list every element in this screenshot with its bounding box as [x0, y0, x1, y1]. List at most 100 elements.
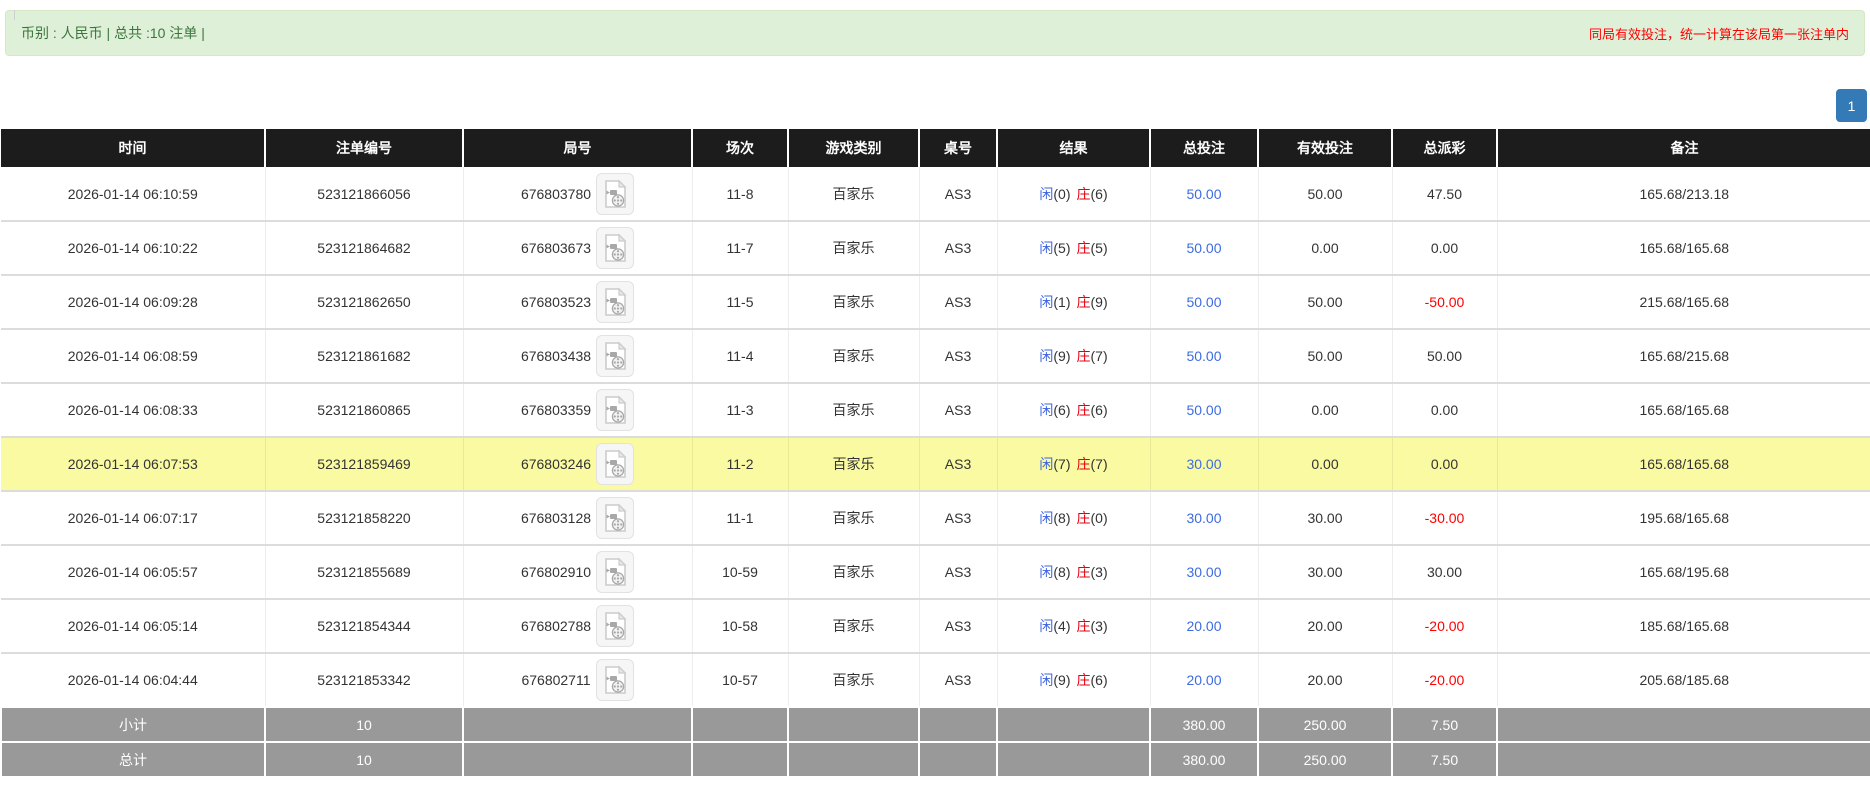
- cell-valid-bet: 0.00: [1257, 436, 1392, 491]
- cell-game-type: 百家乐: [787, 220, 919, 275]
- table-row: 2026-01-14 06:07:53 523121859469 6768032…: [1, 436, 1870, 491]
- cell-time: 2026-01-14 06:07:17: [1, 490, 265, 545]
- cell-payout: 0.00: [1391, 436, 1497, 491]
- video-replay-button[interactable]: [596, 605, 635, 647]
- total-bet-link[interactable]: 50.00: [1186, 294, 1222, 310]
- total-bet-link[interactable]: 50.00: [1186, 185, 1222, 202]
- cell-total-bet: 30.00: [1149, 436, 1258, 491]
- table-row: 2026-01-14 06:10:59 523121866056 6768037…: [1, 167, 1870, 221]
- cell-time: 2026-01-14 06:07:53: [1, 436, 265, 491]
- pagination: 1: [0, 89, 1870, 122]
- total-bet-link[interactable]: 30.00: [1186, 564, 1222, 580]
- result-player-label: 闲: [1039, 456, 1054, 472]
- result-player-label: 闲: [1039, 618, 1054, 634]
- video-replay-icon: [605, 611, 627, 640]
- col-header-game-type: 游戏类别: [787, 129, 919, 167]
- total-bet-link[interactable]: 50.00: [1186, 348, 1222, 364]
- total-bet-link[interactable]: 30.00: [1186, 456, 1222, 472]
- cell-total-bet: 50.00: [1149, 274, 1258, 329]
- video-replay-button[interactable]: [596, 172, 635, 215]
- result-banker-label: 庄: [1076, 348, 1091, 364]
- cell-round: 676803780: [462, 167, 692, 221]
- cell-bet-id: 523121866056: [264, 167, 463, 221]
- video-replay-button[interactable]: [596, 335, 635, 377]
- cell-remark: 215.68/165.68: [1496, 274, 1870, 329]
- cell-payout: 50.00: [1391, 328, 1497, 383]
- cell-round: 676803128: [462, 490, 692, 545]
- cell-result: 闲(6) 庄(6): [996, 382, 1150, 437]
- cell-total-bet: 20.00: [1149, 598, 1258, 653]
- result-player-score: (6): [1053, 402, 1071, 418]
- cell-game-type: 百家乐: [787, 490, 919, 545]
- cell-session: 11-5: [691, 274, 788, 329]
- video-replay-button[interactable]: [596, 281, 635, 323]
- cell-valid-bet: 0.00: [1257, 220, 1392, 275]
- cell-round: 676802910: [462, 544, 692, 599]
- table-footer: 小计 10 380.00 250.00 7.50 总计 10 380.00 25…: [0, 706, 1870, 778]
- cell-payout: 30.00: [1391, 544, 1497, 599]
- video-replay-button[interactable]: [596, 227, 635, 269]
- video-replay-button[interactable]: [596, 389, 635, 431]
- cell-round: 676803246: [462, 436, 692, 491]
- col-header-result: 结果: [996, 129, 1150, 167]
- video-replay-icon: [604, 665, 626, 694]
- cell-bet-id: 523121862650: [264, 274, 463, 329]
- cell-payout: -20.00: [1391, 652, 1497, 707]
- total-bet-link[interactable]: 50.00: [1186, 402, 1222, 418]
- cell-table: AS3: [918, 598, 997, 653]
- cell-valid-bet: 0.00: [1257, 382, 1392, 437]
- cell-session: 11-1: [691, 490, 788, 545]
- cell-game-type: 百家乐: [787, 598, 919, 653]
- table-row: 2026-01-14 06:07:17 523121858220 6768031…: [1, 490, 1870, 545]
- video-replay-button[interactable]: [596, 443, 635, 485]
- result-banker-label: 庄: [1076, 240, 1091, 256]
- cell-remark: 205.68/185.68: [1496, 652, 1870, 707]
- table-header: 时间 注单编号 局号 场次 游戏类别 桌号 结果 总投注 有效投注 总派彩 备注: [1, 129, 1870, 167]
- cell-session: 11-2: [691, 436, 788, 491]
- cell-table: AS3: [918, 490, 997, 545]
- result-banker-label: 庄: [1076, 510, 1091, 526]
- cell-game-type: 百家乐: [787, 436, 919, 491]
- header-row: 时间 注单编号 局号 场次 游戏类别 桌号 结果 总投注 有效投注 总派彩 备注: [1, 129, 1870, 167]
- cell-round: 676802711: [462, 652, 692, 707]
- subtotal-row: 小计 10 380.00 250.00 7.50: [0, 706, 1870, 743]
- total-bet-link[interactable]: 20.00: [1186, 672, 1222, 688]
- round-number: 676803780: [520, 185, 592, 202]
- cell-time: 2026-01-14 06:04:44: [1, 652, 265, 707]
- cell-total-bet: 50.00: [1149, 328, 1258, 383]
- subtotal-label: 小计: [0, 706, 266, 743]
- subtotal-valid-bet: 250.00: [1257, 706, 1393, 743]
- table-row: 2026-01-14 06:05:14 523121854344 6768027…: [1, 598, 1870, 653]
- result-banker-score: (5): [1090, 240, 1108, 256]
- result-player-score: (0): [1053, 185, 1071, 202]
- result-player-score: (8): [1053, 510, 1071, 526]
- cell-table: AS3: [918, 328, 997, 383]
- result-banker-score: (6): [1090, 672, 1108, 688]
- video-replay-icon: [605, 287, 627, 316]
- cell-total-bet: 30.00: [1149, 490, 1258, 545]
- result-banker-label: 庄: [1076, 185, 1091, 202]
- cell-remark: 165.68/195.68: [1496, 544, 1870, 599]
- cell-valid-bet: 30.00: [1257, 490, 1392, 545]
- result-player-score: (9): [1053, 672, 1071, 688]
- cell-total-bet: 20.00: [1149, 652, 1258, 707]
- cell-bet-id: 523121855689: [264, 544, 463, 599]
- cell-bet-id: 523121853342: [264, 652, 463, 707]
- video-replay-button[interactable]: [596, 497, 635, 539]
- result-banker-score: (3): [1090, 618, 1108, 634]
- cell-time: 2026-01-14 06:08:59: [1, 328, 265, 383]
- col-header-valid-bet: 有效投注: [1257, 129, 1392, 167]
- grand-total-total-bet: 380.00: [1149, 741, 1259, 778]
- round-number: 676803128: [520, 510, 592, 526]
- result-player-score: (9): [1053, 348, 1071, 364]
- result-player-label: 闲: [1039, 294, 1054, 310]
- total-bet-link[interactable]: 30.00: [1186, 510, 1222, 526]
- video-replay-button[interactable]: [595, 659, 634, 701]
- total-bet-link[interactable]: 50.00: [1186, 240, 1222, 256]
- result-player-score: (5): [1053, 240, 1071, 256]
- total-bet-link[interactable]: 20.00: [1186, 618, 1222, 634]
- page-1-button[interactable]: 1: [1836, 89, 1867, 122]
- cell-game-type: 百家乐: [787, 274, 919, 329]
- result-player-label: 闲: [1039, 672, 1054, 688]
- video-replay-button[interactable]: [596, 551, 635, 593]
